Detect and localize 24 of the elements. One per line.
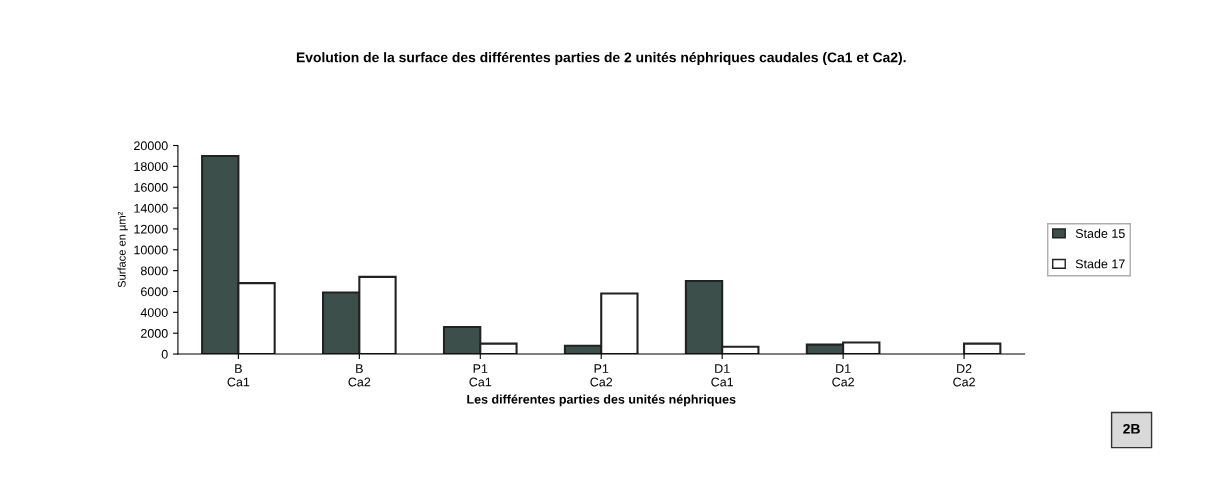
x-tick-label: P1 Ca2 xyxy=(590,364,613,387)
x-tick-label: B Ca1 xyxy=(227,364,250,387)
y-tick-label: 2000 xyxy=(141,329,168,338)
x-tick-label: D1 Ca2 xyxy=(832,364,854,387)
x-axis-title: Les différentes parties des unités néphriques xyxy=(467,394,736,407)
y-tick-label: 4000 xyxy=(140,308,168,317)
chart-title: Evolution de la surface des différentes parties de 2 unités néphriques caudales (Ca1 et Ca2). xyxy=(296,51,906,66)
y-tick-label: 10000 xyxy=(134,245,168,255)
x-tick-label: B Ca2 xyxy=(348,364,371,387)
y-tick-label: 8000 xyxy=(140,266,168,276)
text: 2B xyxy=(1123,423,1140,434)
y-tick-label: 18000 xyxy=(134,162,168,172)
x-tick-label: D2 Ca2 xyxy=(953,364,975,387)
x-tick-label: P1 Ca1 xyxy=(469,364,492,387)
y-tick-label: 20000 xyxy=(134,141,168,151)
legend-label: Stade 15 xyxy=(1075,228,1125,238)
y-tick-label: 14000 xyxy=(134,203,168,213)
y-tick-label: 16000 xyxy=(134,183,168,192)
x-tick-label: D1 Ca1 xyxy=(711,364,734,387)
y-axis-title: Surface en µm² xyxy=(117,211,128,288)
y-tick-label: 0 xyxy=(161,349,168,359)
y-tick-label: 6000 xyxy=(141,287,168,297)
y-tick-label: 12000 xyxy=(134,224,168,234)
legend-label: Stade 17 xyxy=(1075,259,1125,269)
